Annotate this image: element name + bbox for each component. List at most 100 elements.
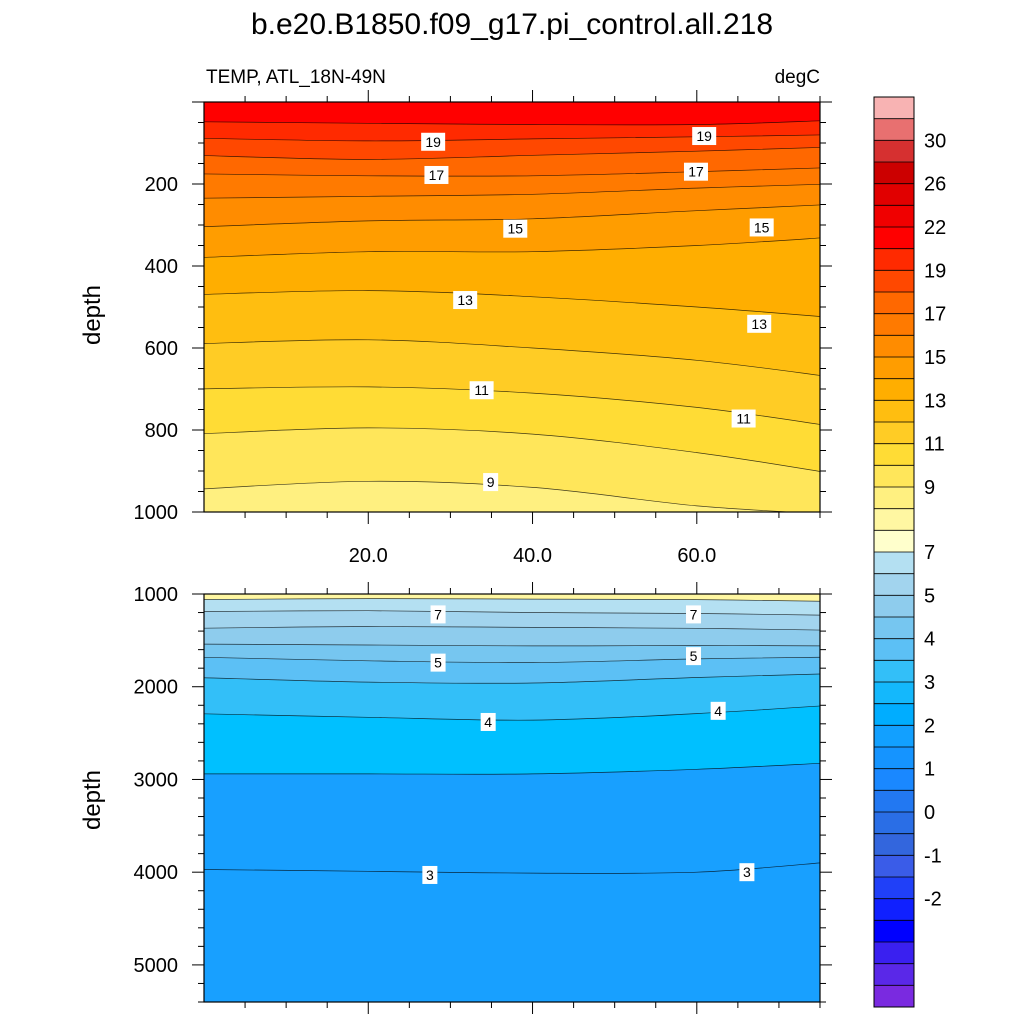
contour-line — [204, 862, 820, 874]
contour-label: 13 — [453, 291, 478, 310]
svg-text:11: 11 — [736, 411, 751, 427]
svg-text:17: 17 — [429, 167, 445, 183]
svg-text:4: 4 — [714, 703, 722, 719]
colorbar-swatch — [874, 833, 914, 856]
colorbar-label: 17 — [924, 304, 946, 326]
y-axis-label: depth — [79, 285, 106, 345]
contour-label: 13 — [747, 314, 772, 333]
svg-text:19: 19 — [696, 128, 712, 144]
y-tick-label: 4000 — [134, 862, 179, 884]
colorbar-swatch — [874, 248, 914, 271]
contour-line — [204, 183, 820, 199]
contour-line — [204, 610, 820, 616]
contour-label: 7 — [686, 605, 702, 624]
colorbar-swatch — [874, 422, 914, 445]
colorbar-swatch — [874, 227, 914, 250]
svg-text:5: 5 — [690, 648, 698, 664]
contour-label: 7 — [430, 605, 446, 624]
y-axis: 200 400 600 800 1000 depth — [79, 101, 832, 524]
colorbar-label: 1 — [924, 759, 935, 781]
y-tick-label: 3000 — [134, 769, 179, 791]
colorbar-swatch — [874, 183, 914, 206]
colorbar-swatch — [874, 725, 914, 748]
colorbar-swatch — [874, 487, 914, 510]
contour-line — [204, 598, 820, 602]
contour-label: 11 — [731, 409, 756, 428]
contour-line — [204, 626, 820, 631]
colorbar-swatch — [874, 313, 914, 336]
contour-line — [204, 656, 820, 663]
subtitle-left: TEMP, ATL_18N-49N — [206, 67, 386, 88]
y-tick-label: 1000 — [134, 584, 179, 606]
svg-text:5: 5 — [434, 655, 442, 671]
colorbar-swatch — [874, 682, 914, 705]
contour-label: 17 — [424, 165, 449, 184]
colorbar-swatch — [874, 790, 914, 813]
contour-line — [204, 147, 820, 160]
colorbar-swatch — [874, 942, 914, 965]
contour-fill-band — [204, 862, 820, 1002]
colorbar-swatch — [874, 877, 914, 900]
x-tick-label: 40.0 — [513, 545, 552, 567]
svg-text:7: 7 — [690, 606, 698, 622]
colorbar-swatch — [874, 335, 914, 358]
colorbar-label: 7 — [924, 542, 935, 564]
svg-text:19: 19 — [425, 134, 441, 150]
y-axis-label: depth — [79, 770, 106, 830]
colorbar-swatch — [874, 638, 914, 661]
contour-label: 15 — [503, 219, 528, 238]
contour-label: 11 — [469, 381, 494, 400]
contour-line — [204, 643, 820, 647]
colorbar-swatch — [874, 747, 914, 770]
y-tick-label: 800 — [145, 420, 178, 442]
colorbar-swatch — [874, 617, 914, 640]
contour-line — [204, 705, 820, 721]
colorbar: 30 26 22 19 17 15 13 11 9 7 5 4 3 2 1 0 -1 -2 — [873, 96, 946, 1008]
plot-area: 19 19 17 17 15 15 13 13 11 11 9 — [204, 102, 820, 512]
contour-line — [204, 204, 820, 228]
svg-text:7: 7 — [434, 606, 442, 622]
contour-label: 5 — [686, 647, 702, 666]
y-tick-label: 200 — [145, 174, 178, 196]
contour-line — [204, 120, 820, 126]
upper-panel: 19 19 17 17 15 15 13 13 11 11 9 20.0 40.0 60.0 200 400 6… — [79, 90, 832, 567]
colorbar-swatch — [874, 205, 914, 228]
colorbar-label: 13 — [924, 390, 946, 412]
colorbar-label: 4 — [924, 629, 935, 651]
colorbar-swatch — [874, 378, 914, 401]
contour-label: 19 — [692, 127, 717, 146]
x-tick-label: 60.0 — [677, 545, 716, 567]
colorbar-swatch — [874, 573, 914, 596]
contour-label: 17 — [683, 162, 708, 181]
y-axis: 1000 2000 3000 4000 5000 depth — [79, 584, 832, 1003]
colorbar-swatch — [874, 97, 914, 120]
plot-area: 7 7 5 5 4 4 3 3 — [204, 594, 820, 1002]
svg-text:13: 13 — [457, 292, 473, 308]
colorbar-swatch — [874, 768, 914, 791]
contour-label: 4 — [480, 712, 496, 731]
contour-line — [204, 237, 820, 258]
colorbar-swatch — [874, 140, 914, 163]
colorbar-swatch — [874, 443, 914, 466]
contour-label: 5 — [430, 653, 446, 672]
y-tick-label: 5000 — [134, 955, 179, 977]
colorbar-label: 19 — [924, 260, 946, 282]
colorbar-label: 11 — [924, 434, 945, 456]
contour-label: 4 — [710, 701, 726, 720]
contour-label: 3 — [422, 865, 438, 884]
colorbar-swatch — [874, 400, 914, 423]
svg-text:13: 13 — [751, 316, 767, 332]
svg-text:3: 3 — [743, 864, 751, 880]
y-tick-label: 2000 — [134, 677, 179, 699]
svg-text:11: 11 — [474, 382, 489, 398]
colorbar-swatch — [874, 595, 914, 618]
colorbar-swatch — [874, 920, 914, 943]
contour-label: 15 — [749, 218, 774, 237]
colorbar-label: 5 — [924, 585, 935, 607]
contour-line — [204, 290, 820, 317]
svg-text:17: 17 — [688, 164, 704, 180]
y-tick-label: 600 — [145, 338, 178, 360]
contour-label: 9 — [483, 473, 499, 492]
colorbar-swatch — [874, 552, 914, 575]
